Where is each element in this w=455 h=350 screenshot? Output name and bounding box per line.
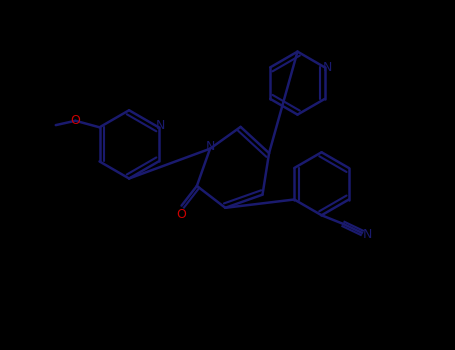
Text: N: N <box>322 61 332 74</box>
Text: N: N <box>205 140 215 153</box>
Text: O: O <box>71 114 81 127</box>
Text: O: O <box>177 208 187 221</box>
Text: N: N <box>156 119 166 132</box>
Text: N: N <box>362 229 372 241</box>
